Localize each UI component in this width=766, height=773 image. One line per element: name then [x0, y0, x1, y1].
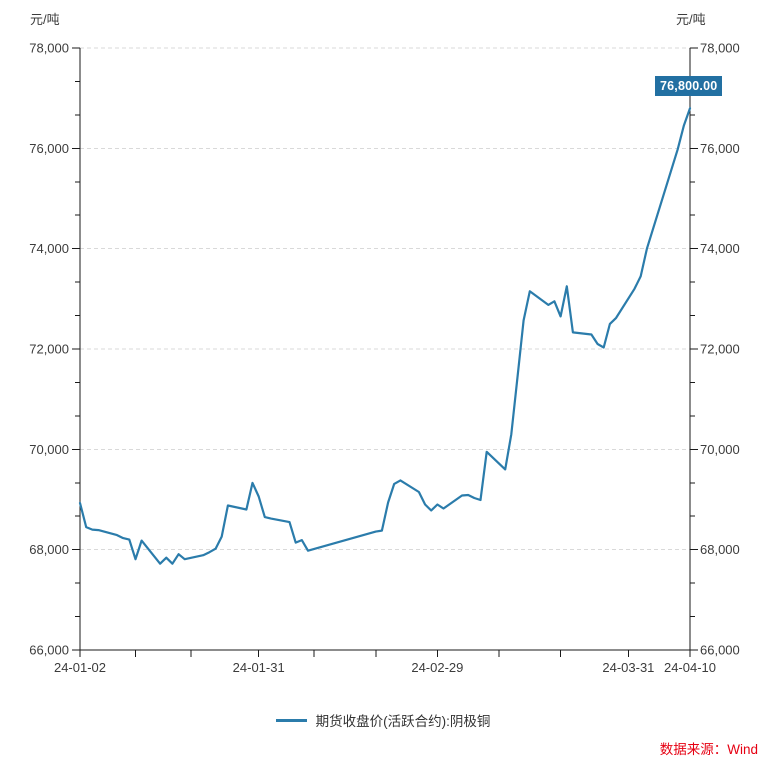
svg-text:24-02-29: 24-02-29	[411, 660, 463, 675]
svg-text:68,000: 68,000	[700, 542, 740, 557]
y-axis-unit-left: 元/吨	[30, 12, 60, 27]
svg-text:66,000: 66,000	[29, 643, 69, 658]
svg-text:70,000: 70,000	[700, 442, 740, 457]
y-axis-unit-right: 元/吨	[676, 12, 706, 27]
data-source-credit: 数据来源：Wind	[659, 742, 758, 757]
chart-legend: 期货收盘价(活跃合约):阴极铜	[0, 710, 766, 730]
axes	[79, 48, 691, 651]
svg-text:24-01-02: 24-01-02	[54, 660, 106, 675]
svg-text:76,000: 76,000	[700, 141, 740, 156]
y-gridlines	[80, 47, 690, 551]
svg-text:70,000: 70,000	[29, 442, 69, 457]
svg-text:68,000: 68,000	[29, 542, 69, 557]
svg-text:24-04-10: 24-04-10	[664, 660, 716, 675]
legend-label: 期货收盘价(活跃合约):阴极铜	[315, 714, 491, 729]
svg-text:78,000: 78,000	[700, 41, 740, 56]
svg-text:76,000: 76,000	[29, 141, 69, 156]
legend-item-copper-close[interactable]: 期货收盘价(活跃合约):阴极铜	[275, 710, 491, 730]
svg-text:78,000: 78,000	[29, 41, 69, 56]
svg-text:24-03-31: 24-03-31	[602, 660, 654, 675]
svg-text:66,000: 66,000	[700, 643, 740, 658]
svg-text:74,000: 74,000	[700, 241, 740, 256]
svg-text:72,000: 72,000	[700, 342, 740, 357]
legend-line-swatch	[275, 718, 307, 722]
svg-text:74,000: 74,000	[29, 241, 69, 256]
svg-text:72,000: 72,000	[29, 342, 69, 357]
axis-labels: 66,000 66,000 68,000 68,000 70,000 70,000 72,0…	[29, 41, 740, 676]
axis-ticks	[72, 47, 698, 657]
series-line	[78, 107, 692, 565]
last-price-badge: 76,800.00	[655, 76, 723, 97]
price-chart[interactable]: 66,000 66,000 68,000 68,000 70,000 70,000 72,0…	[0, 0, 766, 700]
svg-text:24-01-31: 24-01-31	[233, 660, 285, 675]
